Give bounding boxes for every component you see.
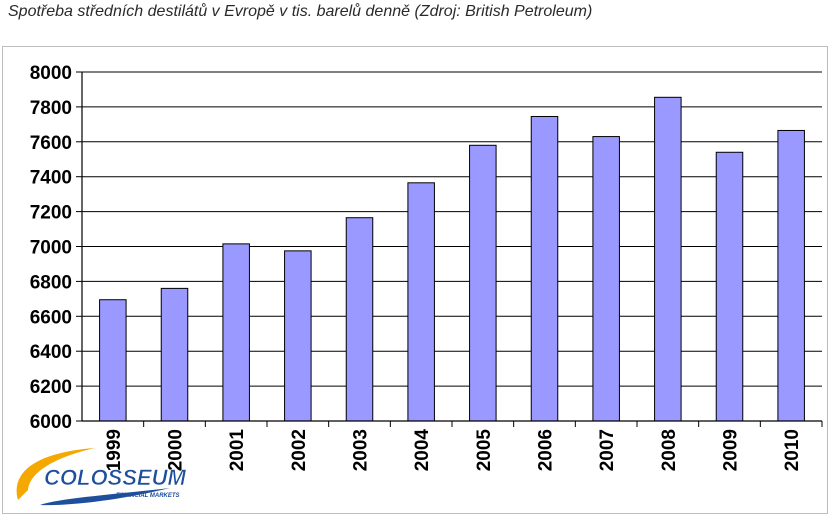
bar-2008 bbox=[654, 96, 682, 422]
gridlines bbox=[82, 71, 822, 387]
logo-swoosh-blue bbox=[40, 488, 170, 506]
x-tick-label: 2005 bbox=[474, 429, 495, 472]
y-tick-label: 7800 bbox=[30, 98, 72, 119]
y-tick-label: 6600 bbox=[30, 307, 72, 328]
bar-2005 bbox=[469, 144, 497, 422]
axes bbox=[76, 71, 823, 427]
x-tick-label: 2010 bbox=[782, 429, 803, 471]
y-tick-label: 6800 bbox=[30, 272, 72, 293]
logo-tagline: FINANCIAL MARKETS bbox=[116, 493, 180, 499]
y-tick-label: 6400 bbox=[30, 342, 72, 363]
y-tick-label: 6000 bbox=[30, 412, 72, 433]
x-tick-label: 2007 bbox=[597, 429, 618, 471]
bar-2007 bbox=[592, 136, 620, 422]
y-tick-label: 6200 bbox=[30, 377, 72, 398]
x-tick-label: 1999 bbox=[104, 429, 125, 471]
x-tick-label: 2006 bbox=[536, 429, 557, 471]
bar-2006 bbox=[530, 115, 559, 422]
chart-frame bbox=[2, 46, 828, 514]
x-tick-label: 2001 bbox=[227, 429, 248, 472]
y-tick-label: 7400 bbox=[30, 168, 72, 189]
x-tick-label: 2000 bbox=[166, 429, 187, 471]
x-tick-label: 2002 bbox=[289, 429, 310, 471]
x-tick-label: 2009 bbox=[721, 429, 742, 471]
bar-2000 bbox=[160, 287, 189, 422]
y-tick-label: 7200 bbox=[30, 203, 72, 224]
y-tick-labels: 6000 6200 6400 6600 6800 7000 7200 7400 7600 7800… bbox=[30, 63, 72, 433]
y-tick-label: 8000 bbox=[30, 63, 72, 84]
x-tick-labels: 1999 2000 2001 2002 2003 2004 2005 2006 2007 2008… bbox=[104, 429, 803, 472]
bar-1999 bbox=[99, 299, 127, 422]
logo-swoosh-orange bbox=[16, 448, 96, 500]
bar-2010 bbox=[777, 129, 805, 422]
chart-title: Spotřeba středních destilátů v Evropě v … bbox=[8, 3, 593, 20]
x-tick-label: 2003 bbox=[351, 429, 372, 471]
x-tick-label: 2008 bbox=[659, 429, 680, 471]
logo-name: COLOSSEUM bbox=[44, 465, 186, 490]
y-tick-label: 7600 bbox=[30, 133, 72, 154]
bar-2003 bbox=[345, 217, 374, 422]
bar-2002 bbox=[284, 250, 312, 422]
bars bbox=[99, 96, 805, 422]
y-tick-label: 7000 bbox=[30, 238, 72, 259]
bar-2004 bbox=[407, 182, 435, 422]
bar-2009 bbox=[715, 151, 744, 422]
bar-2001 bbox=[222, 243, 250, 422]
colosseum-logo: COLOSSEUM FINANCIAL MARKETS bbox=[16, 448, 187, 506]
x-tick-label: 2004 bbox=[412, 429, 433, 472]
